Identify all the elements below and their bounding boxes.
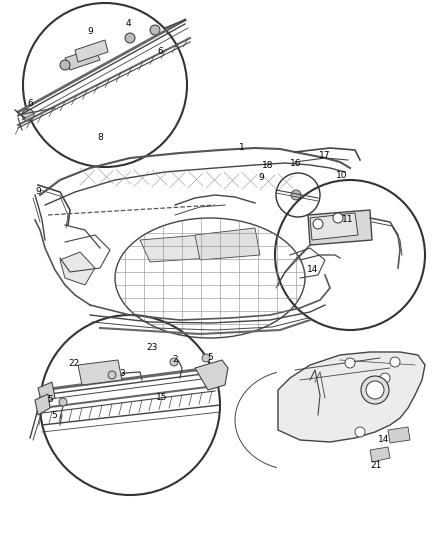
Circle shape [345, 358, 355, 368]
Polygon shape [195, 228, 260, 260]
Circle shape [59, 398, 67, 406]
Polygon shape [308, 210, 372, 245]
Circle shape [333, 213, 343, 223]
Text: 23: 23 [146, 343, 158, 352]
Circle shape [125, 33, 135, 43]
Circle shape [150, 25, 160, 35]
Text: 18: 18 [262, 160, 274, 169]
Circle shape [313, 219, 323, 229]
Polygon shape [35, 394, 50, 415]
Polygon shape [65, 48, 100, 70]
Text: 16: 16 [290, 158, 302, 167]
Text: 5: 5 [47, 395, 53, 405]
Polygon shape [38, 382, 55, 404]
Polygon shape [140, 235, 210, 262]
Polygon shape [195, 360, 228, 390]
Circle shape [291, 190, 301, 200]
Text: 5: 5 [207, 353, 213, 362]
Text: 5: 5 [51, 410, 57, 419]
Text: 21: 21 [370, 462, 381, 471]
Text: 9: 9 [35, 188, 41, 197]
Text: 14: 14 [307, 265, 319, 274]
Text: 6: 6 [157, 47, 163, 56]
Circle shape [361, 376, 389, 404]
Circle shape [380, 373, 390, 383]
Circle shape [60, 60, 70, 70]
Text: 17: 17 [319, 150, 331, 159]
Circle shape [108, 371, 116, 379]
Circle shape [390, 357, 400, 367]
Text: 15: 15 [156, 393, 168, 402]
Circle shape [170, 358, 178, 366]
Circle shape [355, 427, 365, 437]
Text: 9: 9 [258, 174, 264, 182]
Text: 14: 14 [378, 435, 390, 445]
Text: 11: 11 [342, 215, 354, 224]
Polygon shape [75, 40, 108, 62]
Text: 22: 22 [68, 359, 80, 367]
Polygon shape [370, 447, 390, 462]
Circle shape [22, 109, 34, 121]
Polygon shape [310, 213, 358, 240]
Polygon shape [60, 252, 95, 285]
Text: 4: 4 [125, 20, 131, 28]
Text: 6: 6 [27, 99, 33, 108]
Text: 10: 10 [336, 172, 348, 181]
Polygon shape [388, 427, 410, 443]
Text: 8: 8 [97, 133, 103, 142]
Text: 1: 1 [239, 143, 245, 152]
Polygon shape [278, 352, 425, 442]
Circle shape [366, 381, 384, 399]
Circle shape [202, 354, 210, 362]
Text: 9: 9 [87, 28, 93, 36]
Polygon shape [78, 360, 122, 385]
Text: 3: 3 [119, 368, 125, 377]
Text: 2: 2 [172, 356, 178, 365]
